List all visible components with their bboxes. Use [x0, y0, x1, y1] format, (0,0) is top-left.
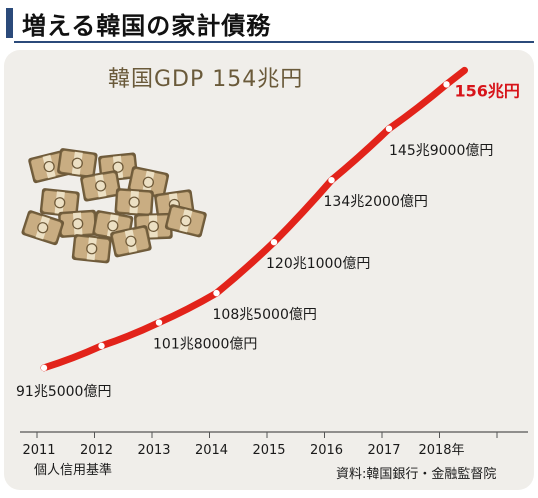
- gdp-annotation: 韓国GDP 154兆円: [108, 67, 303, 92]
- money-bundle-band: [124, 229, 138, 253]
- money-bundle-emblem: [95, 180, 107, 192]
- data-point: [155, 319, 163, 326]
- chart-title: 増える韓国の家計債務: [22, 12, 272, 40]
- data-label: 120兆1000億円: [266, 256, 370, 272]
- x-axis: 2011 2012 2013 2014 2015 2016 2017 2018年: [20, 431, 528, 458]
- plot-panel: [4, 50, 534, 490]
- money-bundle: [21, 210, 65, 246]
- money-bundle-emblem: [37, 222, 49, 234]
- data-label: 134兆2000億円: [324, 194, 428, 210]
- data-point: [385, 125, 393, 132]
- money-bundles-illustration: [21, 148, 207, 264]
- x-tick-label: 2011: [22, 443, 55, 458]
- money-bundle-band: [71, 151, 83, 175]
- money-bundle-band: [179, 209, 193, 233]
- data-points: [40, 81, 450, 372]
- data-label: 91兆5000億円: [16, 384, 111, 400]
- money-bundle-band: [42, 154, 56, 179]
- money-bundle: [114, 188, 154, 217]
- header: 増える韓国の家計債務: [0, 0, 538, 44]
- footer-source-note: 資料:韓国銀行・金融監督院: [336, 466, 496, 482]
- money-bundle-band: [148, 215, 158, 238]
- money-bundle: [71, 234, 112, 264]
- money-bundle-emblem: [43, 160, 55, 173]
- x-tick-label: 2016: [310, 443, 343, 458]
- data-label-final: 156兆円: [455, 81, 520, 100]
- money-bundle-band: [35, 216, 50, 240]
- money-bundle-emblem: [107, 220, 119, 232]
- money-bundle-emblem: [71, 157, 83, 169]
- x-tick-label: 2013: [137, 443, 170, 458]
- money-bundle: [80, 170, 122, 202]
- money-bundle: [164, 204, 207, 238]
- money-bundle-emblem: [142, 176, 154, 188]
- money-bundle-emblem: [54, 197, 66, 209]
- money-bundle-emblem: [112, 161, 124, 173]
- x-tick-label: 2014: [195, 443, 228, 458]
- data-point: [328, 176, 335, 184]
- money-bundle-band: [142, 170, 155, 194]
- data-point: [270, 238, 278, 246]
- data-label: 145兆9000億円: [389, 143, 493, 159]
- money-bundle-emblem: [147, 220, 159, 233]
- data-point: [213, 289, 220, 297]
- money-bundle-band: [72, 212, 83, 236]
- x-tick-label: 2012: [80, 443, 113, 458]
- money-bundle-band: [129, 190, 139, 214]
- x-tick-label: 2015: [252, 443, 285, 458]
- money-bundle-band: [94, 174, 107, 198]
- money-bundle-band: [86, 237, 97, 261]
- money-bundle-emblem: [125, 235, 137, 247]
- title-underline: [14, 41, 534, 43]
- x-tick-label: 2017: [367, 443, 400, 458]
- money-bundle: [110, 225, 152, 258]
- money-bundle: [39, 188, 80, 218]
- money-bundle-emblem: [128, 196, 140, 208]
- title-accent-bar: [6, 8, 13, 38]
- data-label: 101兆8000億円: [153, 337, 257, 353]
- footer-basis-note: 個人信用基準: [34, 462, 112, 478]
- money-bundle-emblem: [86, 243, 98, 255]
- data-point: [98, 342, 105, 350]
- x-tick-label: 2018年: [418, 443, 464, 458]
- data-label: 108兆5000億円: [213, 307, 317, 323]
- money-bundle: [57, 148, 98, 179]
- money-bundle-emblem: [72, 218, 84, 230]
- data-labels: 91兆5000億円 101兆8000億円 108兆5000億円 120兆1000億円 1…: [16, 81, 520, 399]
- data-point: [443, 81, 450, 88]
- money-bundle-band: [54, 191, 65, 215]
- data-point: [40, 364, 48, 372]
- money-bundle-emblem: [180, 215, 192, 227]
- money-bundle: [58, 209, 98, 238]
